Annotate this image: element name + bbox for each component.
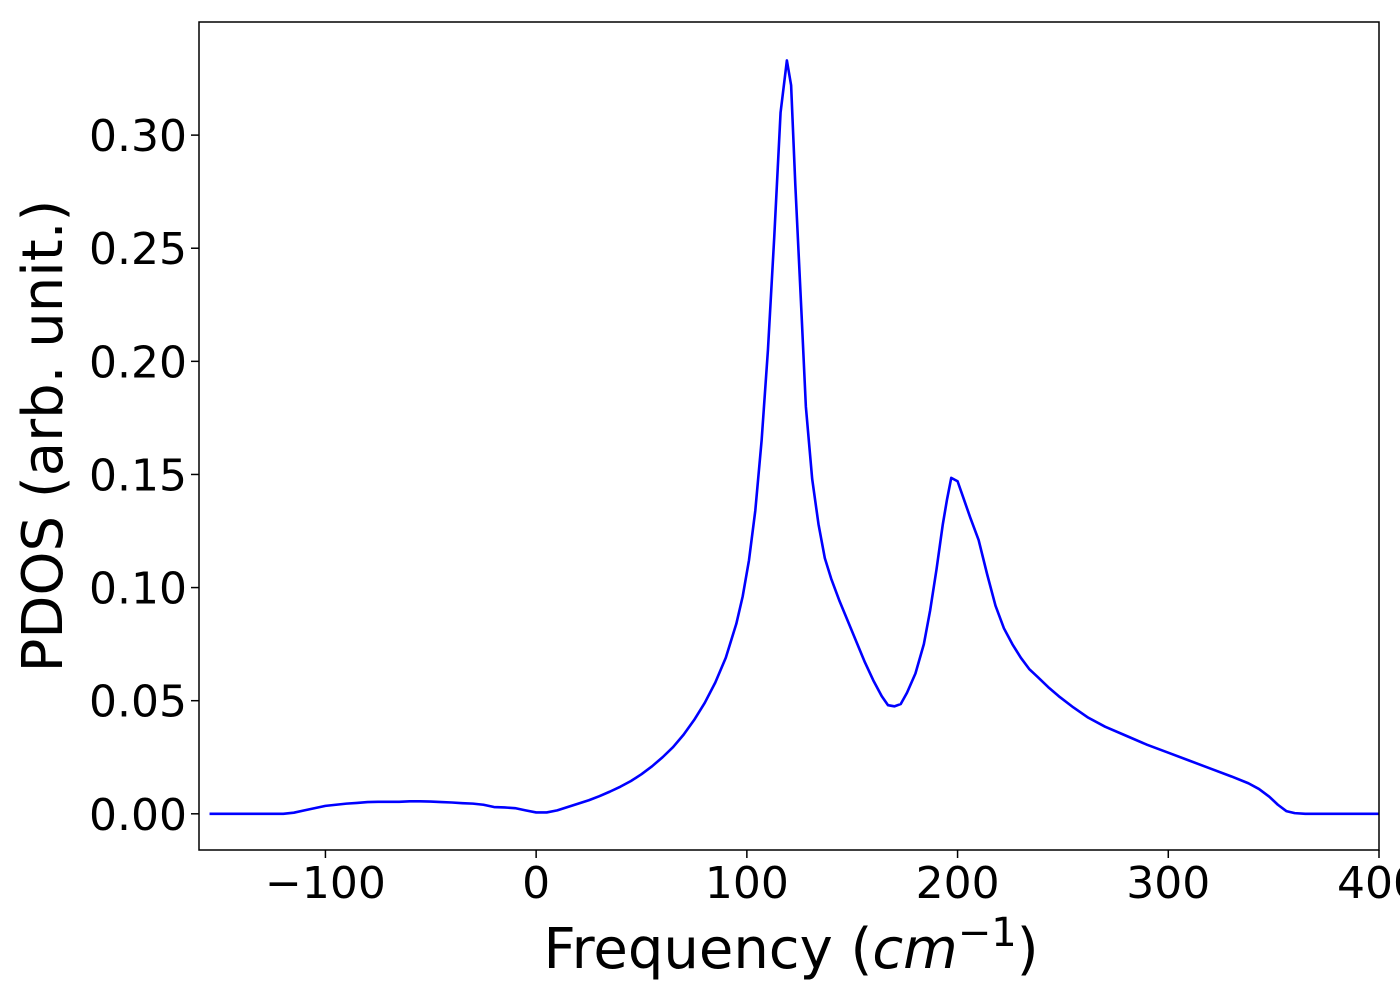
series-layer bbox=[209, 59, 1379, 816]
y-tick-label: 0.20 bbox=[89, 337, 187, 388]
x-axis-label-close: ) bbox=[1017, 917, 1039, 982]
y-tick-label: 0.05 bbox=[89, 677, 187, 728]
y-tick-label: 0.25 bbox=[89, 224, 187, 275]
y-tick-label: 0.00 bbox=[89, 790, 187, 841]
plot-frame bbox=[198, 21, 1380, 851]
x-axis-label-math: cm bbox=[872, 917, 957, 982]
y-tick-label: 0.30 bbox=[89, 111, 187, 162]
pdos-line bbox=[209, 59, 1379, 816]
x-axis-label-superscript: −1 bbox=[958, 910, 1017, 956]
y-tick-label: 0.15 bbox=[89, 450, 187, 501]
y-tick-label: 0.10 bbox=[89, 564, 187, 615]
x-axis-ticks: −100 0 100 200 300 400 bbox=[265, 850, 1400, 909]
x-axis-label: Frequency (cm−1) bbox=[543, 910, 1038, 982]
x-tick-label: −100 bbox=[265, 858, 386, 909]
y-axis-label: PDOS (arb. unit.) bbox=[11, 200, 76, 673]
x-tick-label: 0 bbox=[522, 858, 550, 909]
x-tick-label: 300 bbox=[1126, 858, 1210, 909]
x-tick-label: 100 bbox=[705, 858, 789, 909]
x-tick-label: 400 bbox=[1337, 858, 1400, 909]
x-axis-label-text: Frequency ( bbox=[543, 917, 872, 982]
y-axis-ticks: 0.00 0.05 0.10 0.15 0.20 0.25 0.30 bbox=[89, 111, 199, 841]
x-tick-label: 200 bbox=[916, 858, 1000, 909]
